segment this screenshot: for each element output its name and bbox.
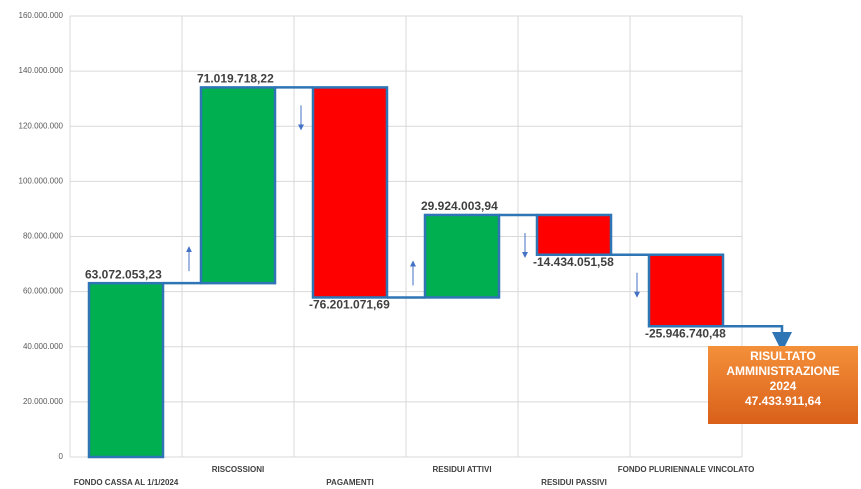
y-tick-label: 20.000.000 xyxy=(23,397,64,406)
y-tick-label: 120.000.000 xyxy=(19,121,64,130)
value-label: -25.946.740,48 xyxy=(645,326,726,340)
x-tick-label: PAGAMENTI xyxy=(326,478,373,487)
bar xyxy=(535,213,613,256)
x-tick-label: RISCOSSIONI xyxy=(212,465,264,474)
bar xyxy=(423,213,501,299)
value-label: -14.434.051,58 xyxy=(533,255,614,269)
result-connector xyxy=(723,325,792,352)
result-label: 2024 xyxy=(770,379,797,393)
x-tick-label: RESIDUI ATTIVI xyxy=(432,465,491,474)
y-tick-label: 80.000.000 xyxy=(23,232,64,241)
y-tick-label: 60.000.000 xyxy=(23,287,64,296)
x-tick-label: FONDO CASSA AL 1/1/2024 xyxy=(74,478,179,487)
bar xyxy=(199,86,277,285)
result-value: 47.433.911,64 xyxy=(745,394,821,408)
y-tick-label: 40.000.000 xyxy=(23,342,64,351)
value-label: 29.924.003,94 xyxy=(421,199,498,213)
bar xyxy=(87,281,165,459)
y-tick-label: 140.000.000 xyxy=(19,66,64,75)
y-tick-label: 160.000.000 xyxy=(19,11,64,20)
y-tick-label: 100.000.000 xyxy=(19,176,64,185)
value-label: 63.072.053,23 xyxy=(85,267,162,281)
bar xyxy=(647,253,725,328)
value-label: 71.019.718,22 xyxy=(197,72,274,86)
y-tick-label: 0 xyxy=(59,452,64,461)
result-label: AMMINISTRAZIONE xyxy=(726,364,839,378)
value-label: -76.201.071,69 xyxy=(309,298,390,312)
x-tick-label: FONDO PLURIENNALE VINCOLATO xyxy=(618,465,755,474)
bar xyxy=(311,86,389,299)
x-tick-label: RESIDUI PASSIVI xyxy=(541,478,607,487)
result-box xyxy=(708,346,858,424)
result-label: RISULTATO xyxy=(750,349,816,363)
